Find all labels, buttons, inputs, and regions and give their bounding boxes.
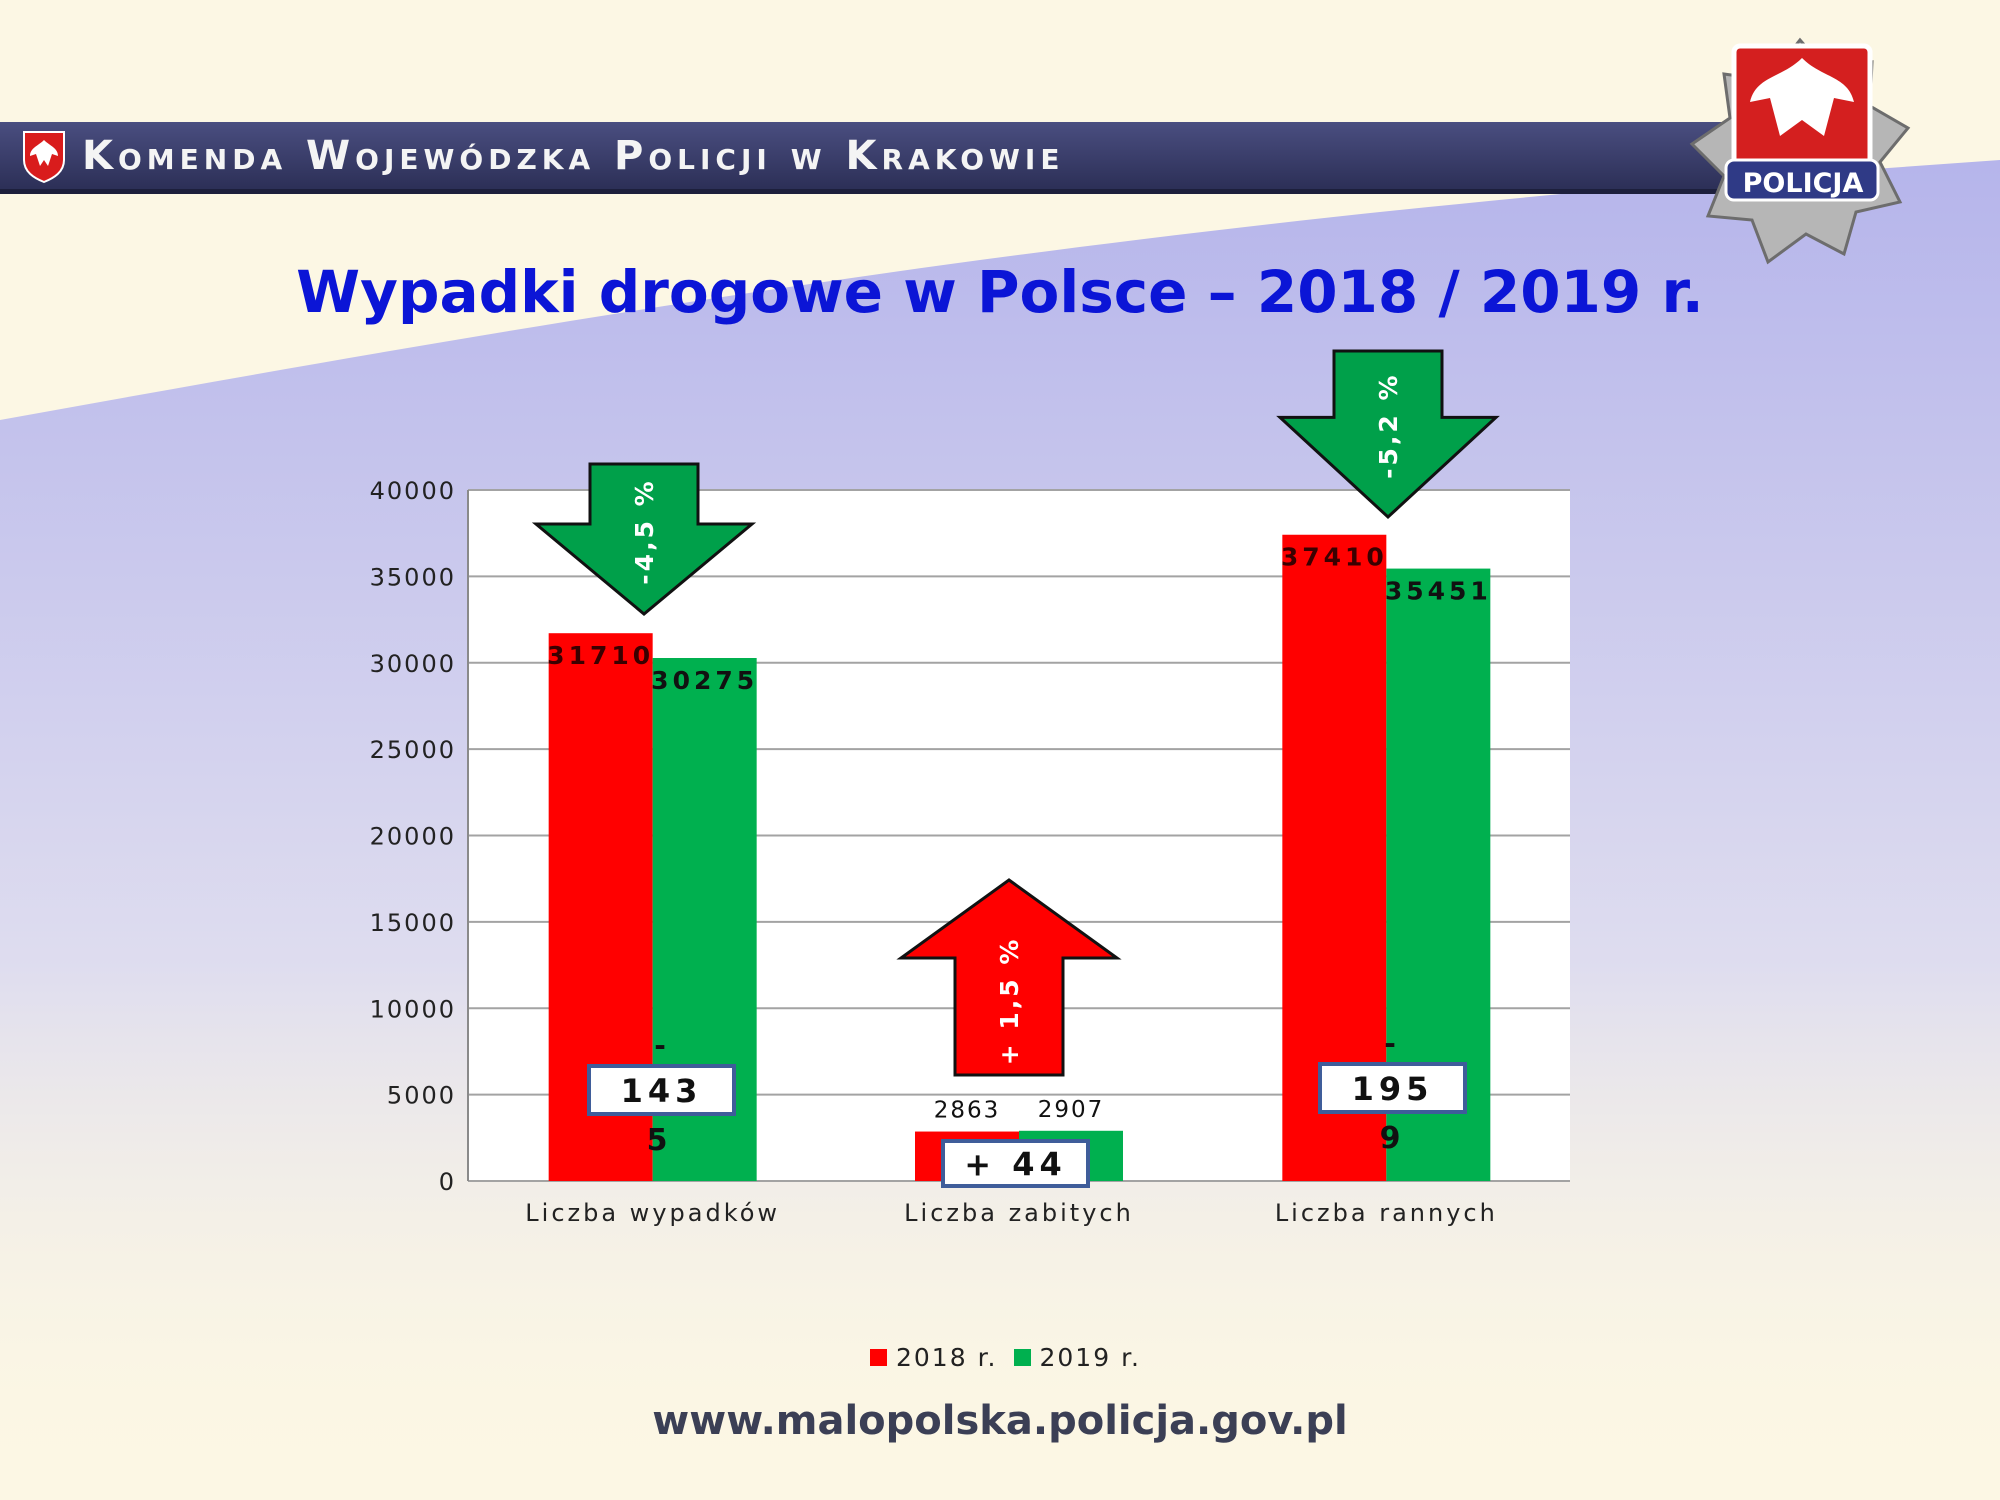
x-tick-label: Liczba zabitych [904, 1199, 1134, 1227]
arrow-up-icon [896, 878, 1122, 1077]
difference-box [941, 1139, 1090, 1188]
legend-item-2019: 2019 r. [1013, 1343, 1142, 1372]
eagle-emblem-icon [23, 131, 65, 184]
arrow-down-icon [531, 462, 757, 616]
y-tick-label: 25000 [370, 736, 456, 764]
difference-value: 195 [1352, 1070, 1434, 1108]
y-tick-label: 20000 [370, 823, 456, 851]
legend-label-2018: 2018 r. [896, 1343, 998, 1372]
police-badge-icon [1689, 37, 1911, 265]
arrow-down-icon [1276, 349, 1500, 520]
data-label: 30275 [651, 666, 758, 695]
data-label: 37410 [1281, 543, 1388, 572]
difference-box [587, 1064, 736, 1116]
data-label: 2907 [1038, 1097, 1105, 1123]
difference-value: + 44 [964, 1146, 1066, 1184]
difference-tail: 9 [1380, 1121, 1401, 1156]
arrow-label: + 1,5 % [995, 937, 1024, 1066]
y-tick-label: 5000 [387, 1082, 456, 1110]
data-label: 2863 [934, 1098, 1001, 1124]
difference-sign: - [1384, 1027, 1396, 1060]
arrow-label: -4,5 % [630, 478, 659, 584]
y-tick-label: 35000 [370, 563, 456, 591]
difference-sign: - [654, 1029, 666, 1062]
difference-box [1318, 1062, 1467, 1114]
legend-swatch-2018 [870, 1349, 887, 1366]
x-tick-label: Liczba wypadków [525, 1199, 780, 1227]
y-tick-label: 40000 [370, 477, 456, 505]
legend-label-2019: 2019 r. [1039, 1343, 1141, 1372]
difference-tail: 5 [647, 1123, 668, 1158]
difference-value: 143 [621, 1072, 703, 1110]
legend-item-2018: 2018 r. [870, 1343, 998, 1372]
y-tick-label: 0 [439, 1168, 456, 1196]
x-tick-label: Liczba rannych [1275, 1199, 1498, 1227]
header-bar [0, 122, 1740, 192]
footer-url: www.malopolska.policja.gov.pl [652, 1398, 1348, 1444]
y-tick-label: 15000 [370, 909, 456, 937]
arrow-label: -5,2 % [1374, 372, 1403, 478]
legend-swatch-2019 [1013, 1349, 1031, 1366]
y-tick-label: 10000 [370, 995, 456, 1023]
police-badge-text: POLICJA [1742, 168, 1864, 199]
data-label: 35451 [1385, 577, 1492, 606]
data-label: 31710 [547, 641, 654, 670]
header-org-name: Komenda Wojewódzka Policji w Krakowie [82, 133, 1065, 179]
chart-title: Wypadki drogowe w Polsce – 2018 / 2019 r… [296, 258, 1704, 326]
chart-legend: 2018 r. 2019 r. [870, 1343, 1157, 1372]
y-tick-label: 30000 [370, 650, 456, 678]
